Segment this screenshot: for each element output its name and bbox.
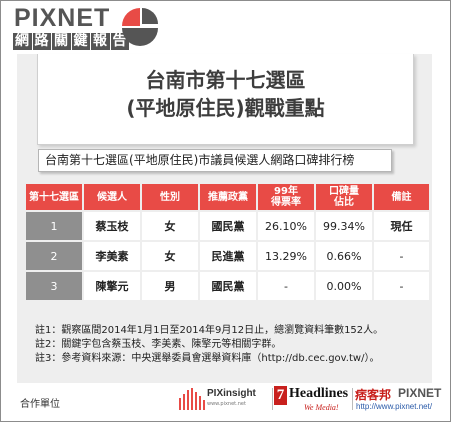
candidate-name: 蔡玉枝 [84,212,140,240]
rank-cell: 1 [26,212,82,240]
vote-rate-cell: - [258,272,314,300]
pixinsight-name: PIXinsight [207,388,256,399]
party-cell: 民進黨 [200,242,256,270]
note-cell: - [374,272,429,300]
footnote-1: 註1：觀察區間2014年1月1日至2014年9月12日止，總瀏覽資料筆數152人… [35,325,384,336]
headlines-name: Headlines [289,386,349,401]
blog-name-en: PIXNET [398,386,442,400]
table-caption: 台南第十七選區(平地原住民)市議員候選人網路口碑排行榜 [38,149,392,172]
vote-rate-cell: 13.29% [258,242,314,270]
content-card: 台南市第十七選區 (平地原住民)觀戰重點 台南第十七選區(平地原住民)市議員候選… [17,54,432,383]
footnote-2: 註2：關鍵字包含蔡玉枝、李美素、陳擎元等相關字群。 [35,339,282,350]
party-cell: 國民黨 [200,272,256,300]
vote-rate-cell: 26.10% [258,212,314,240]
report-label-char: 關 [52,33,71,50]
title-panel: 台南市第十七選區 (平地原住民)觀戰重點 [37,54,414,145]
pixnet-blog-logo[interactable]: 痞客邦 PIXNET http://www.pixnet.net/ [355,384,449,414]
page-title: 台南市第十七選區 [145,68,306,92]
gender-cell: 女 [142,212,198,240]
rank-cell: 3 [26,272,82,300]
header-buzz-share-label: 口碑量 佔比 [329,186,359,208]
bar-chart-icon [179,388,205,410]
candidate-name: 陳擎元 [84,272,140,300]
note-cell: - [374,242,429,270]
note-cell: 現任 [374,212,429,240]
candidate-name: 李美素 [84,242,140,270]
header-party: 推薦政黨 [200,184,256,210]
header-district: 第十七選區 [26,184,82,210]
pixnet-logo-text: PIXNET [14,4,111,32]
header-gender: 性別 [142,184,198,210]
report-label: 網路關鍵報告 [13,33,130,50]
buzz-share-cell: 0.00% [316,272,372,300]
partner-label: 合作單位 [20,399,60,410]
footnote-3: 註3：參考資料來源：中央選舉委員會選舉資料庫（http://db.cec.gov… [35,353,380,364]
gender-cell: 男 [142,272,198,300]
blog-name-zh: 痞客邦 [355,388,392,402]
party-cell: 國民黨 [200,212,256,240]
table-row: 2 李美素 女 民進黨 13.29% 0.66% - [26,242,429,270]
header-note: 備註 [374,184,429,210]
pixinsight-url: www.pixnet.net [207,401,246,407]
table-row: 3 陳擎元 男 國民黨 - 0.00% - [26,272,429,300]
ranking-table: 第十七選區 候選人 性別 推薦政黨 99年 得票率 口碑量 佔比 備註 1 蔡玉枝 … [24,182,431,302]
headlines-logo[interactable]: 7 Headlines We Media! [274,384,350,414]
blog-url-link[interactable]: http://www.pixnet.net/ [356,402,433,411]
footer-divider [272,388,273,410]
report-label-char: 報 [91,33,110,50]
report-label-char: 路 [32,33,51,50]
header-vote-rate-label: 99年 得票率 [271,186,301,208]
header-buzz-share: 口碑量 佔比 [316,184,372,210]
headlines-mark: 7 [274,386,287,405]
table-row: 1 蔡玉枝 女 國民黨 26.10% 99.34% 現任 [26,212,429,240]
page-title-sub: (平地原住民)觀戰重點 [126,96,325,120]
report-label-char: 告 [110,33,129,50]
headlines-slogan: We Media! [304,403,339,412]
gender-cell: 女 [142,242,198,270]
header-candidate: 候選人 [84,184,140,210]
report-label-char: 鍵 [71,33,90,50]
pixinsight-logo[interactable]: PIXinsight www.pixnet.net [179,384,274,414]
header-vote-rate: 99年 得票率 [258,184,314,210]
buzz-share-cell: 99.34% [316,212,372,240]
footer-divider [352,388,353,410]
footnotes: 註1：觀察區間2014年1月1日至2014年9月12日止，總瀏覽資料筆數152人… [35,324,430,366]
report-label-char: 網 [13,33,32,50]
pie-chart-logo-icon [122,8,158,46]
rank-cell: 2 [26,242,82,270]
buzz-share-cell: 0.66% [316,242,372,270]
table-header-row: 第十七選區 候選人 性別 推薦政黨 99年 得票率 口碑量 佔比 備註 [26,184,429,210]
